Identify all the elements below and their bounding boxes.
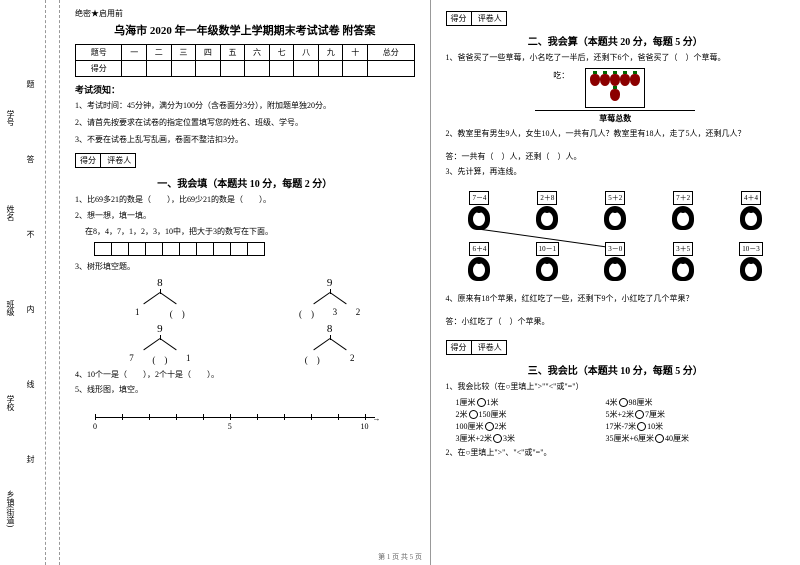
penguin-item: 6＋4 xyxy=(462,242,497,281)
notice-3: 3、不要在试卷上乱写乱画，卷面不整洁扣3分。 xyxy=(75,134,415,147)
th-9: 九 xyxy=(318,45,343,61)
score-box: 得分 评卷人 xyxy=(75,153,136,168)
score-box: 得分 评卷人 xyxy=(446,11,507,26)
tree-4: 8 ( )2 xyxy=(290,323,370,366)
th-10: 十 xyxy=(343,45,368,61)
th-6: 六 xyxy=(245,45,270,61)
side-mark-3: 内 xyxy=(25,305,36,313)
strawberry-icon xyxy=(610,89,620,101)
s1-q2a: 2、想一想，填一填。 xyxy=(75,210,415,223)
tree-row-2: 9 7( )1 8 ( )2 xyxy=(75,323,415,366)
table-row: 题号 一 二 三 四 五 六 七 八 九 十 总分 xyxy=(76,45,415,61)
score-box-score: 得分 xyxy=(76,154,101,167)
side-mark-4: 不 xyxy=(25,230,36,238)
section3-heading: 三、我会比（本题共 10 分，每题 5 分） xyxy=(446,362,786,377)
s2-q2-ans: 答：一共有（ ）人，还剩（ ）人。 xyxy=(446,151,786,164)
row-label: 得分 xyxy=(76,61,122,77)
th-4: 四 xyxy=(196,45,221,61)
cmp-cell: 2米150厘米 xyxy=(456,409,606,421)
penguin-item: 4＋4 xyxy=(734,191,769,230)
tree-3: 9 7( )1 xyxy=(120,323,200,366)
answer-boxes xyxy=(95,242,415,256)
cmp-cell: 3厘米+2米3米 xyxy=(456,433,606,445)
cmp-cell: 5米+2米7厘米 xyxy=(606,409,756,421)
table-row: 得分 xyxy=(76,61,415,77)
right-column: 得分 评卷人 二、我会算（本题共 20 分，每题 5 分） 1、爸爸买了一些草莓… xyxy=(431,0,800,565)
penguin-item: 10－1 xyxy=(530,242,565,281)
s1-q3: 3、树形填空题。 xyxy=(75,261,415,274)
strawberry-icon xyxy=(610,74,620,86)
side-mark-1: 封 xyxy=(25,455,36,463)
side-field-class: 班级 xyxy=(5,300,16,316)
strawberry-icon xyxy=(600,74,610,86)
th-7: 七 xyxy=(269,45,294,61)
tree-1: 8 1( ) xyxy=(120,277,200,320)
s1-q5: 5、线形图，填空。 xyxy=(75,384,415,397)
notice-1: 1、考试时间：45分钟，满分为100分（含卷面分3分），附加题单独20分。 xyxy=(75,100,415,113)
s2-q4-ans: 答：小红吃了（ ）个苹果。 xyxy=(446,316,786,329)
penguin-top-row: 7－4 2＋8 5＋2 7＋2 4＋4 xyxy=(446,191,786,230)
section2-heading: 二、我会算（本题共 20 分，每题 5 分） xyxy=(446,33,786,48)
s2-q2: 2、教室里有男生9人，女生10人，一共有几人？教室里有18人，走了5人，还剩几人… xyxy=(446,128,786,141)
notice-title: 考试须知： xyxy=(75,83,415,96)
side-field-township: 乡镇(街道) xyxy=(5,490,16,527)
cmp-cell: 4米98厘米 xyxy=(606,397,756,409)
side-mark-2: 线 xyxy=(25,380,36,388)
strawberry-diagram: 吃： xyxy=(555,68,675,108)
cmp-cell: 35厘米+6厘米40厘米 xyxy=(606,433,756,445)
cmp-cell: 1厘米1米 xyxy=(456,397,606,409)
strawberry-icon xyxy=(630,74,640,86)
secret-label: 绝密★启用前 xyxy=(75,8,415,19)
score-box: 得分 评卷人 xyxy=(446,340,507,355)
penguin-item: 7－4 xyxy=(462,191,497,230)
penguin-item: 5＋2 xyxy=(598,191,633,230)
th-total: 总分 xyxy=(368,45,414,61)
th-1: 一 xyxy=(122,45,147,61)
dotted-line xyxy=(45,0,46,565)
s1-q1: 1、比69多21的数是（ ），比69少21的数是（ ）。 xyxy=(75,194,415,207)
strawberry-caption: 草莓总数 xyxy=(446,113,786,124)
s2-q3: 3、先计算，再连线。 xyxy=(446,166,786,179)
penguin-diagram: 7－4 2＋8 5＋2 7＋2 4＋4 6＋4 10－1 3－0 3＋5 10－… xyxy=(446,191,786,281)
binding-sidebar: 乡镇(街道) 学校 班级 姓名 学号 封 线 内 不 答 题 xyxy=(0,0,60,565)
th-2: 二 xyxy=(146,45,171,61)
exam-title: 乌海市 2020 年一年级数学上学期期末考试试卷 附答案 xyxy=(75,22,415,38)
penguin-item: 3＋5 xyxy=(666,242,701,281)
s2-q4: 4、原来有18个苹果，红红吃了一些，还剩下9个，小红吃了几个苹果？ xyxy=(446,293,786,306)
th-5: 五 xyxy=(220,45,245,61)
section1-heading: 一、我会填（本题共 10 分，每题 2 分） xyxy=(75,175,415,190)
side-mark-5: 答 xyxy=(25,155,36,163)
cmp-cell: 17米-7米10米 xyxy=(606,421,756,433)
strawberry-icon xyxy=(620,74,630,86)
th-8: 八 xyxy=(294,45,319,61)
strawberry-icon xyxy=(590,74,600,86)
side-mark-6: 题 xyxy=(25,80,36,88)
side-field-name: 姓名 xyxy=(5,205,16,221)
side-field-school: 学校 xyxy=(5,395,16,411)
s2-q1: 1、爸爸买了一些草莓，小名吃了一半后，还剩下6个，爸爸买了（ ）个草莓。 xyxy=(446,52,786,65)
penguin-item: 3－0 xyxy=(598,242,633,281)
tree-row-1: 8 1( ) 9 ( )32 xyxy=(75,277,415,320)
tree-2: 9 ( )32 xyxy=(290,277,370,320)
page-footer: 第 1 页 共 5 页 xyxy=(0,552,800,562)
score-box-grader: 评卷人 xyxy=(103,154,135,167)
score-table: 题号 一 二 三 四 五 六 七 八 九 十 总分 得分 xyxy=(75,44,415,77)
penguin-bottom-row: 6＋4 10－1 3－0 3＋5 10－3 xyxy=(446,242,786,281)
th-3: 三 xyxy=(171,45,196,61)
penguin-item: 2＋8 xyxy=(530,191,565,230)
th-num: 题号 xyxy=(76,45,122,61)
s3-q1: 1、我会比较（在○里填上">""<"或"="） xyxy=(446,381,786,394)
numberline: → 0 5 10 xyxy=(95,402,395,432)
penguin-item: 7＋2 xyxy=(666,191,701,230)
notice-2: 2、请首先按要求在试卷的指定位置填写您的姓名、班级、学号。 xyxy=(75,117,415,130)
side-field-id: 学号 xyxy=(5,110,16,126)
left-column: 绝密★启用前 乌海市 2020 年一年级数学上学期期末考试试卷 附答案 题号 一… xyxy=(60,0,430,565)
s3-q2: 2、在○里填上">"、"<"或"="。 xyxy=(446,447,786,460)
cmp-cell: 100厘米2米 xyxy=(456,421,606,433)
compare-grid: 1厘米1米4米98厘米 2米150厘米5米+2米7厘米 100厘米2米17米-7… xyxy=(456,397,786,445)
s1-q4: 4、10个一是（ ），2个十是（ ）。 xyxy=(75,369,415,382)
s1-q2b: 在8，4，7，1，2，3，10中，把大于3的数写在下面。 xyxy=(85,226,415,239)
penguin-item: 10－3 xyxy=(734,242,769,281)
